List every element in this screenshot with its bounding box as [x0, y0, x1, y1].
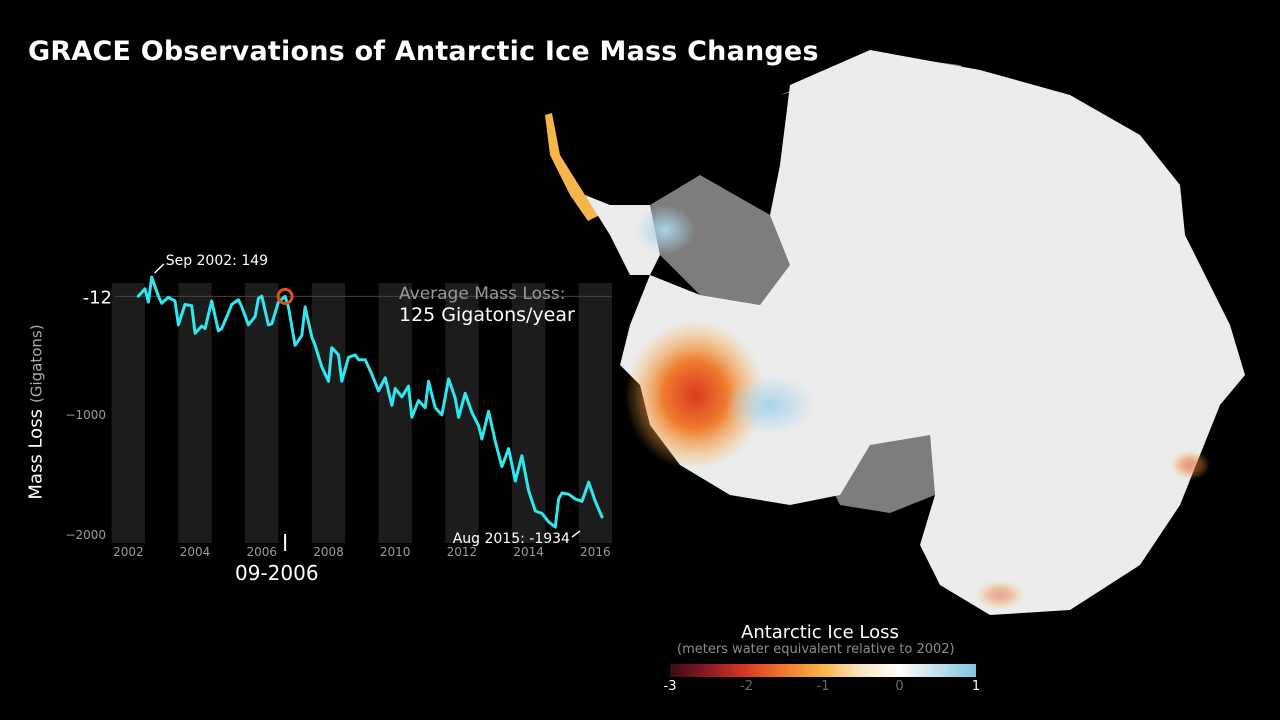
y-tick-label: −1000	[65, 408, 106, 422]
colorbar-tick-label: -2	[740, 679, 753, 694]
y-tick-label: −2000	[65, 528, 106, 542]
average-loss-label: Average Mass Loss:	[399, 284, 566, 304]
ice-shelf-ronne	[650, 175, 800, 305]
average-loss-value: 125 Gigatons/year	[399, 304, 575, 326]
ice-sheet	[620, 50, 1245, 615]
annotation-min: Aug 2015: -1934	[453, 531, 570, 547]
year-band-2010	[378, 283, 412, 543]
wilkes-loss	[1170, 450, 1210, 480]
colorbar-tick-label: 0	[895, 679, 904, 694]
y-axis-unit: (Gigatons)	[27, 324, 46, 404]
year-bands	[111, 283, 612, 543]
y-axis-label: Mass Loss (Gigatons)	[26, 324, 47, 499]
current-value-label: -12	[83, 287, 112, 308]
year-band-2002	[111, 283, 146, 543]
x-tick-label: 2014	[513, 545, 544, 559]
annotation-max: Sep 2002: 149	[166, 253, 268, 269]
chart-annotations: Sep 2002: 149 Aug 2015: -1934	[154, 253, 581, 547]
colorbar-tick-label: -3	[663, 679, 677, 694]
x-tick-label: 2012	[447, 545, 478, 559]
x-tick-label: 2002	[113, 545, 144, 559]
mass-loss-series-line	[136, 275, 604, 529]
colorbar-subtitle: (meters water equivalent relative to 200…	[677, 642, 955, 657]
colorbar-title: Antarctic Ice Loss	[741, 622, 899, 643]
colorbar-tick-label: -1	[816, 679, 830, 694]
x-tick-label: 2006	[246, 545, 277, 559]
x-tick-label: 2010	[380, 545, 411, 559]
x-tick-label: 2016	[580, 545, 611, 559]
annotation-leader	[154, 263, 165, 274]
antarctica-map	[545, 50, 1245, 615]
year-band-2014	[511, 283, 546, 543]
mass-loss-chart: −1000−2000 2002 2004 2006 2008 2010 2012 2014 2…	[65, 253, 612, 559]
page-title: GRACE Observations of Antarctic Ice Mass…	[28, 36, 819, 67]
x-tick-label: 2004	[180, 545, 211, 559]
colorbar-tick-label: 1	[971, 679, 981, 694]
x-axis-ticks: 2002 2004 2006 2008 2010 2012 2014 2016	[113, 545, 611, 559]
current-point-marker	[276, 287, 294, 305]
year-band-2008	[311, 283, 346, 543]
west-antarctica-loss	[625, 320, 765, 470]
colorbar-gradient	[670, 664, 976, 677]
year-band-2006	[245, 283, 279, 543]
east-antarctica-gain	[725, 375, 815, 435]
x-tick-label: 2008	[313, 545, 344, 559]
current-date-label: 09-2006	[235, 561, 319, 585]
weddell-gain	[635, 205, 695, 255]
annotation-leader	[571, 530, 581, 538]
victoria-loss	[975, 580, 1025, 610]
y-axis-label-text: Mass Loss	[25, 409, 47, 500]
y-axis-ticks: −1000 −2000	[65, 408, 106, 542]
